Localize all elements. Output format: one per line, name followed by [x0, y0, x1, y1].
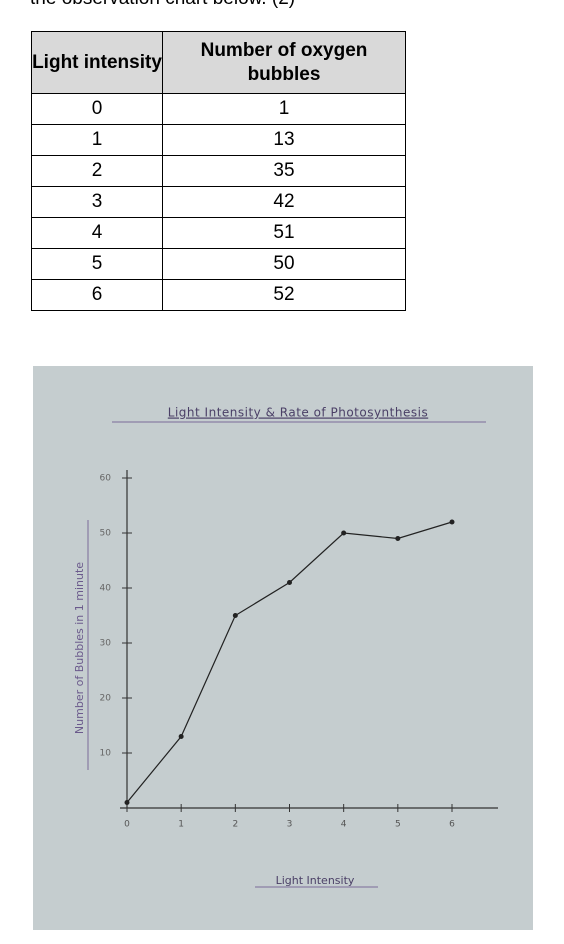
- table-row: 5 50: [31, 248, 406, 280]
- y-tick-label: 30: [100, 639, 112, 649]
- data-table: Light intensity Number of oxygen bubbles…: [31, 31, 406, 311]
- table-cell: 52: [162, 279, 406, 311]
- y-tick-label: 60: [100, 474, 112, 484]
- table-cell: 6: [31, 279, 163, 311]
- table-cell: 3: [31, 186, 163, 218]
- table-cell: 51: [162, 217, 406, 249]
- data-point: [232, 613, 238, 618]
- data-point: [341, 530, 347, 536]
- x-tick-label: 6: [449, 820, 455, 830]
- x-axis-label: Light Intensity: [276, 874, 355, 887]
- table-cell: 50: [162, 248, 406, 280]
- x-tick-label: 2: [232, 820, 238, 830]
- table-cell: 5: [31, 248, 163, 280]
- table-cell: 0: [31, 93, 163, 125]
- table-cell: 35: [162, 155, 406, 187]
- y-tick-label: 20: [100, 694, 112, 704]
- header-row: Light intensity Number of oxygen bubbles: [31, 31, 406, 94]
- photo-background: [33, 366, 533, 930]
- data-point: [395, 536, 401, 541]
- data-point: [449, 519, 455, 525]
- table-row: 4 51: [31, 217, 406, 249]
- table-row: 6 52: [31, 279, 406, 311]
- x-tick-label: 1: [178, 820, 184, 830]
- y-tick-label: 50: [100, 529, 112, 539]
- y-tick-label: 40: [100, 584, 112, 594]
- table-cell: 4: [31, 217, 163, 249]
- x-tick-label: 4: [341, 820, 347, 830]
- x-tick-label: 0: [124, 820, 130, 830]
- data-point: [178, 734, 184, 739]
- intro-text: the observation chart below. (2): [30, 0, 295, 10]
- x-tick-label: 5: [395, 820, 401, 830]
- data-point: [287, 580, 292, 585]
- plot: 10 20 30 40 50 60 0 1 2 3 4 5 6: [100, 474, 456, 830]
- chart-title: Light Intensity & Rate of Photosynthesis: [168, 406, 428, 420]
- y-axis-label: Number of Bubbles in 1 minute: [73, 562, 86, 734]
- header-cell: Number of oxygen bubbles: [162, 31, 406, 94]
- data-point: [124, 800, 130, 805]
- y-tick-label: 10: [100, 749, 112, 759]
- header-cell: Light intensity: [31, 31, 163, 94]
- table-cell: 1: [162, 93, 406, 125]
- x-tick-label: 3: [287, 820, 293, 830]
- table-cell: 13: [162, 124, 406, 156]
